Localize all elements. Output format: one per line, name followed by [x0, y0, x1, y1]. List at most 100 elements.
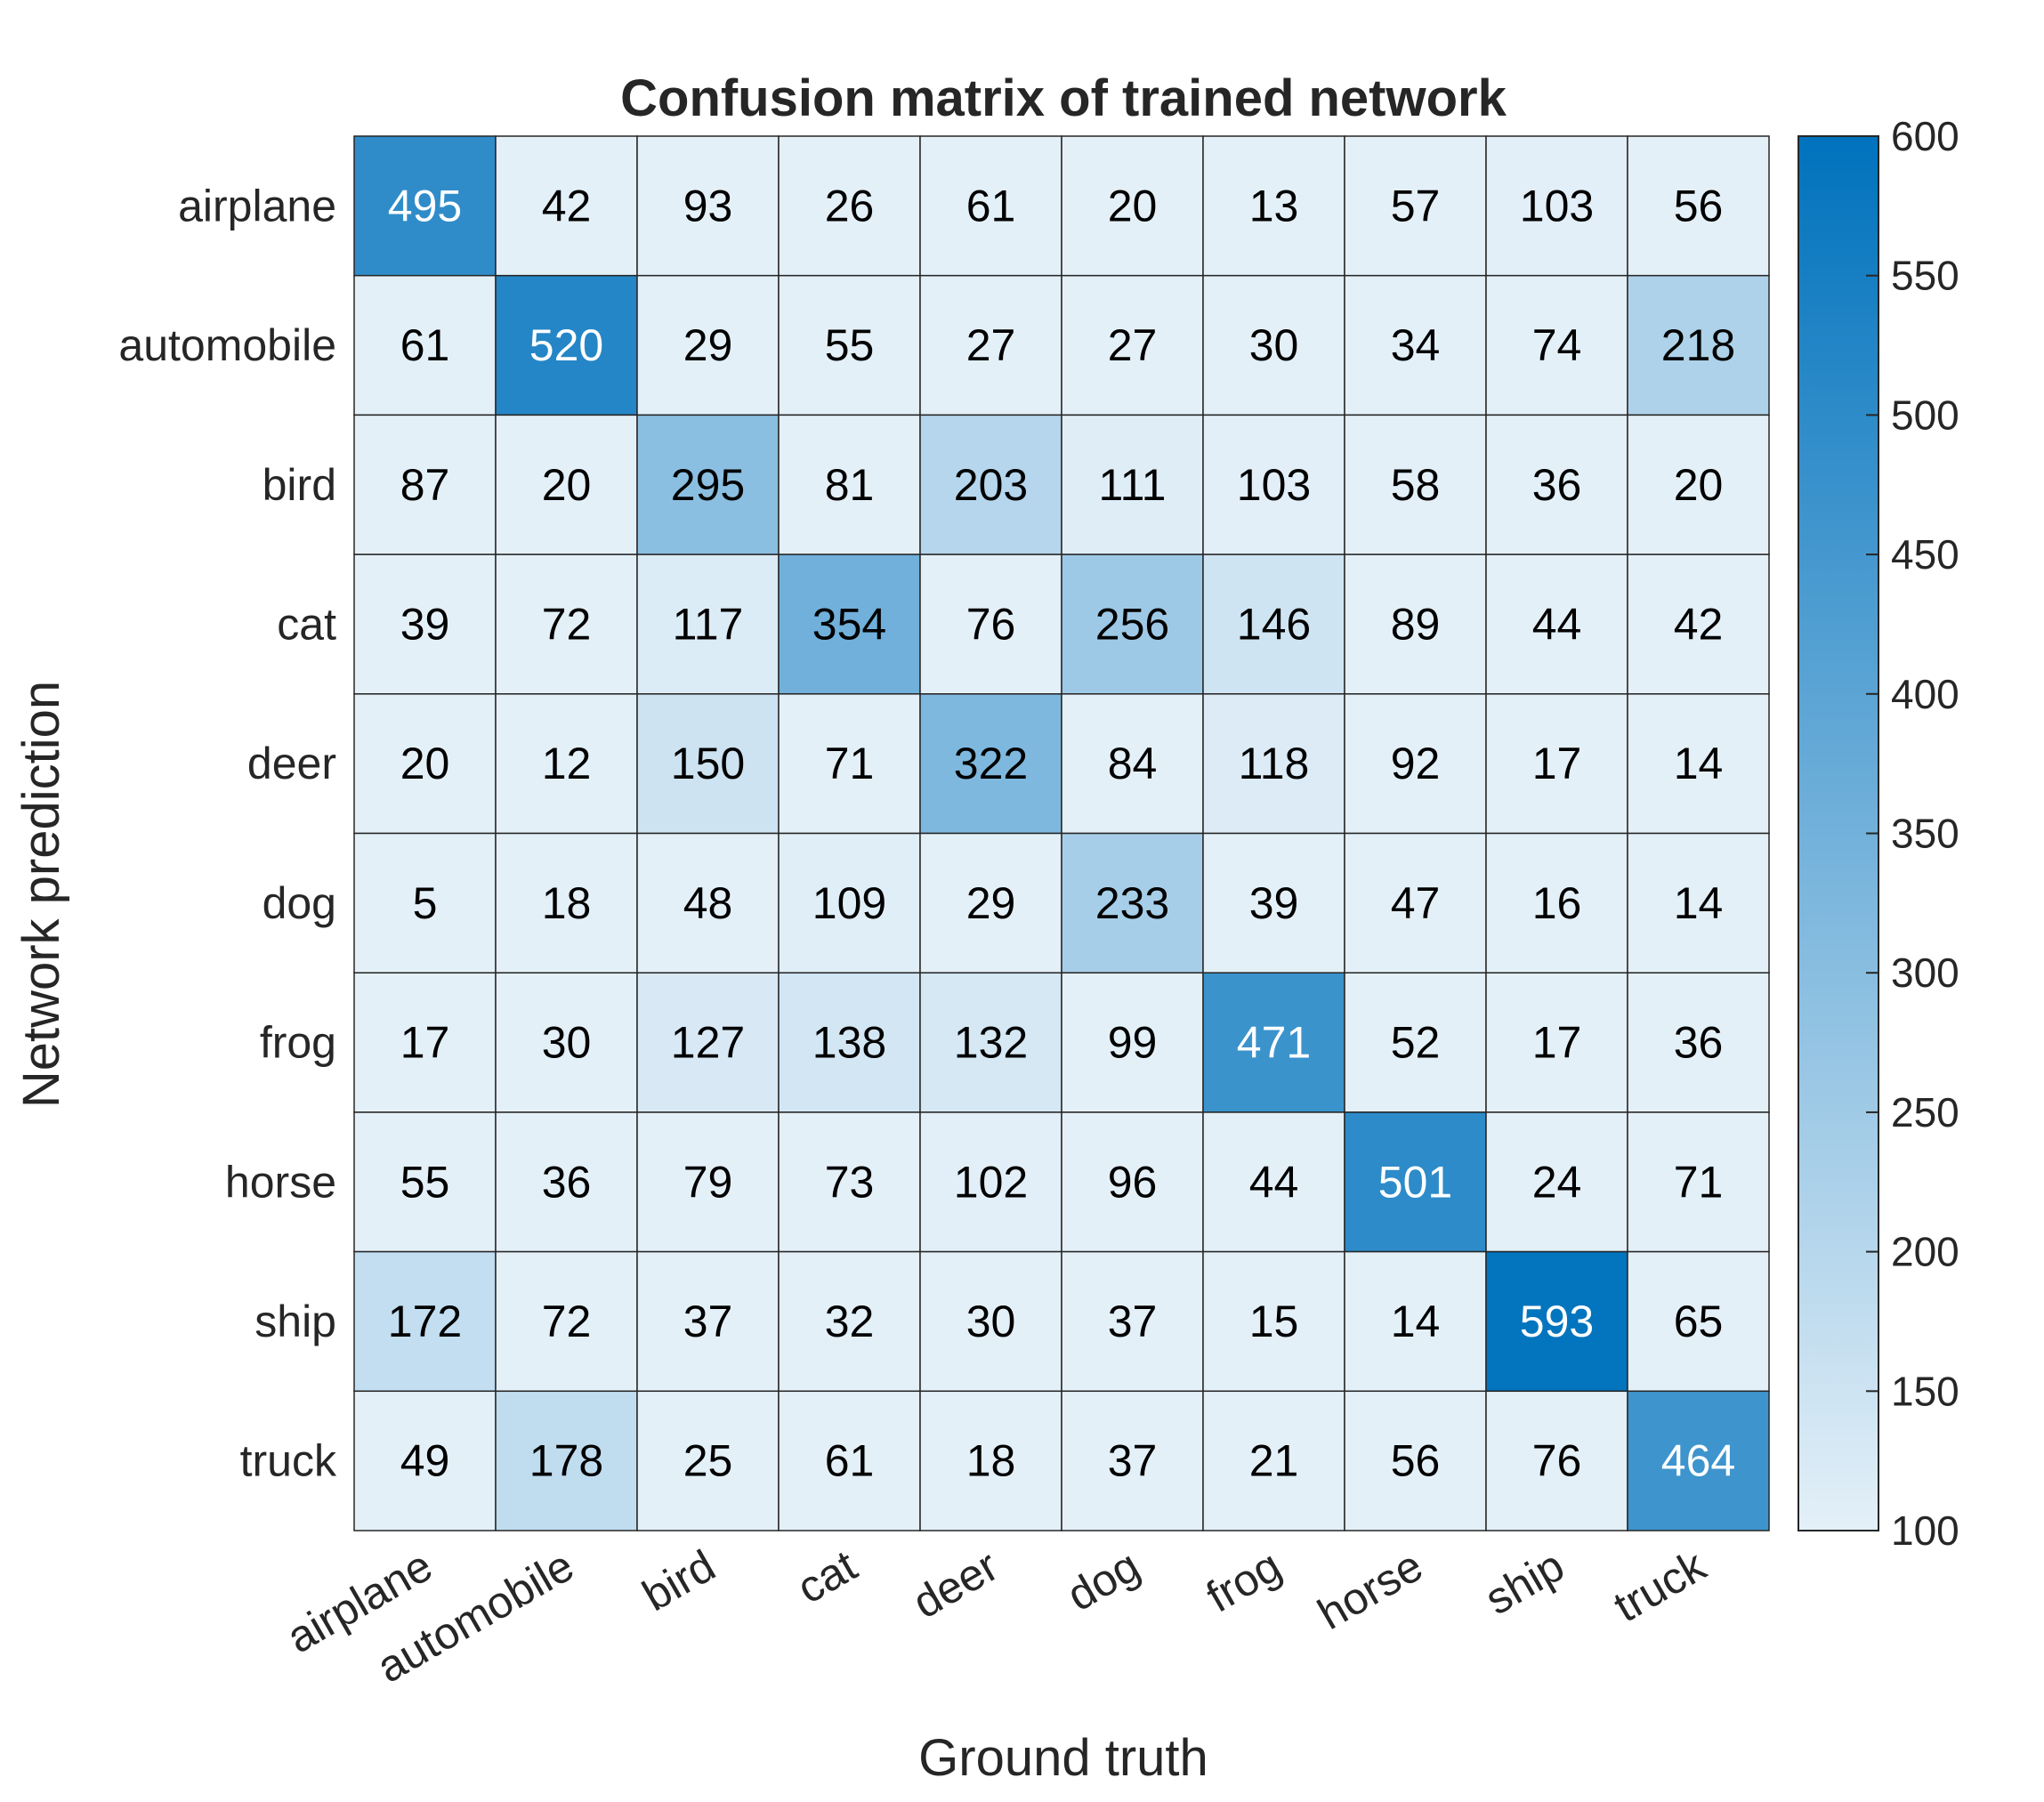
cell-value-label: 25 [683, 1436, 733, 1486]
cell-value-label: 39 [400, 599, 450, 649]
cell-value-label: 61 [966, 181, 1016, 230]
cell-value-label: 71 [1674, 1157, 1724, 1207]
cell-value-label: 72 [542, 599, 592, 649]
cell-value-label: 16 [1532, 878, 1582, 928]
heatmap-cell [778, 1111, 921, 1253]
cell-value-label: 103 [1237, 460, 1311, 510]
cell-value-label: 47 [1391, 878, 1441, 928]
colorbar-ticks: 100 150 200 250 300 350 400 450 500 550 600 [1866, 113, 1959, 1554]
heatmap-cell [778, 1250, 921, 1393]
x-tick-label: bird [634, 1540, 723, 1620]
cell-value-label: 99 [1108, 1018, 1158, 1068]
heatmap-cell [1627, 274, 1770, 416]
heatmap-cell [353, 1390, 497, 1531]
chart-title: Confusion matrix of trained network [620, 69, 1507, 127]
cell-value-label: 109 [812, 878, 886, 928]
heatmap-cell [919, 693, 1062, 835]
heatmap-cell [1202, 832, 1345, 974]
heatmap-cell [1627, 135, 1770, 277]
heatmap-cell [636, 274, 780, 416]
cell-value-label: 29 [683, 320, 733, 370]
heatmap-cell [353, 414, 497, 555]
x-tick-label: dog [1059, 1540, 1148, 1620]
heatmap-cell [636, 414, 780, 555]
heatmap-cell [778, 274, 921, 416]
heatmap-cell [1202, 693, 1345, 835]
cell-value-label: 111 [1098, 460, 1166, 510]
heatmap-cell [1485, 1250, 1628, 1393]
cell-value-label: 146 [1237, 599, 1311, 649]
heatmap-cell [1485, 274, 1628, 416]
heatmap-cell [1202, 1250, 1345, 1393]
heatmap-cell [919, 414, 1062, 555]
cell-value-label: 103 [1520, 181, 1594, 230]
heatmap-cell [636, 1250, 780, 1393]
cell-value-label: 464 [1661, 1436, 1735, 1486]
y-tick-label: ship [254, 1297, 336, 1346]
cell-value-label: 322 [954, 739, 1028, 788]
heatmap-cell [495, 414, 638, 555]
cell-value-label: 73 [825, 1157, 875, 1207]
cell-value-label: 44 [1532, 599, 1582, 649]
y-tick-label: cat [277, 599, 336, 649]
cell-value-label: 39 [1249, 878, 1299, 928]
heatmap-cell [636, 1390, 780, 1531]
heatmap-cell [778, 1390, 921, 1531]
cell-value-label: 203 [954, 460, 1028, 510]
heatmap-cell [919, 1390, 1062, 1531]
cell-value-label: 20 [400, 739, 450, 788]
heatmap-cell [1202, 1390, 1345, 1531]
heatmap-cell [353, 554, 497, 695]
cell-value-label: 79 [683, 1157, 733, 1207]
cell-value-label: 20 [1108, 181, 1158, 230]
cell-value-label: 102 [954, 1157, 1028, 1207]
heatmap-cell [1344, 1390, 1487, 1531]
heatmap-cell [919, 274, 1062, 416]
cell-value-label: 21 [1249, 1436, 1299, 1486]
heatmap-cell [495, 1111, 638, 1253]
x-tick-label: ship [1477, 1540, 1572, 1624]
cell-value-label: 48 [683, 878, 733, 928]
cell-value-label: 295 [671, 460, 745, 510]
heatmap-cell [1061, 1390, 1204, 1531]
heatmap-cell [1202, 414, 1345, 555]
x-tick-label: cat [788, 1540, 865, 1613]
cell-value-label: 150 [671, 739, 745, 788]
heatmap-cell [353, 1250, 497, 1393]
x-tick-label: horse [1310, 1540, 1431, 1639]
heatmap-cell [1061, 1250, 1204, 1393]
x-tick-label: deer [904, 1540, 1006, 1628]
cell-value-label: 118 [1239, 739, 1310, 788]
y-tick-label: deer [247, 739, 336, 788]
heatmap-cell [1485, 972, 1628, 1113]
heatmap-cell [1485, 832, 1628, 974]
cell-value-label: 17 [400, 1018, 450, 1068]
heatmap-cell [919, 135, 1062, 277]
cell-value-label: 42 [542, 181, 592, 230]
heatmap-cell [1485, 693, 1628, 835]
cell-value-label: 20 [1674, 460, 1724, 510]
colorbar-tick-label: 150 [1891, 1368, 1959, 1414]
heatmap-cell [636, 1111, 780, 1253]
cell-value-label: 178 [529, 1436, 603, 1486]
cell-value-label: 15 [1249, 1297, 1299, 1346]
cell-value-label: 61 [400, 320, 450, 370]
y-axis-label: Network prediction [12, 681, 70, 1108]
colorbar-tick-label: 350 [1891, 811, 1959, 857]
x-tick-label: frog [1198, 1540, 1289, 1622]
cell-value-label: 93 [683, 181, 733, 230]
colorbar-tick-label: 500 [1891, 392, 1959, 438]
cell-value-label: 74 [1532, 320, 1582, 370]
y-tick-label: truck [240, 1436, 337, 1486]
cell-value-label: 81 [825, 460, 875, 510]
y-tick-label: automobile [118, 320, 336, 370]
heatmap-cell [1061, 274, 1204, 416]
cell-value-label: 132 [954, 1018, 1028, 1068]
heatmap-cell [919, 832, 1062, 974]
heatmap-cell [1202, 1111, 1345, 1253]
cell-value-label: 65 [1674, 1297, 1724, 1346]
cell-value-label: 56 [1674, 181, 1724, 230]
heatmap-cell [353, 972, 497, 1113]
heatmap-cell [1344, 693, 1487, 835]
